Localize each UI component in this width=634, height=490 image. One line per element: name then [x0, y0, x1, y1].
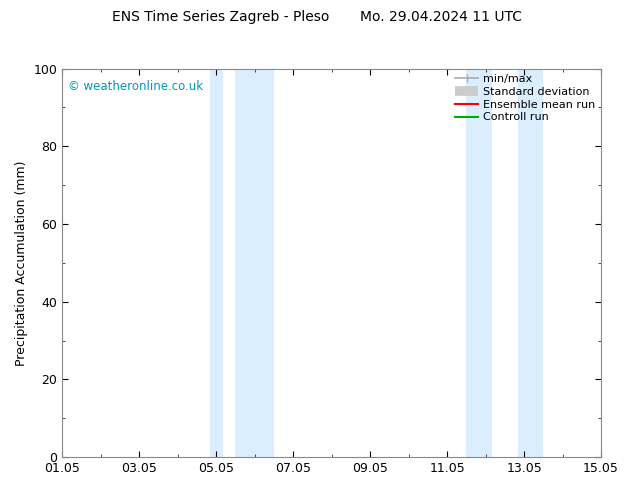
Text: © weatheronline.co.uk: © weatheronline.co.uk — [68, 80, 203, 93]
Text: ENS Time Series Zagreb - Pleso       Mo. 29.04.2024 11 UTC: ENS Time Series Zagreb - Pleso Mo. 29.04… — [112, 10, 522, 24]
Bar — [210, 69, 223, 457]
Y-axis label: Precipitation Accumulation (mm): Precipitation Accumulation (mm) — [15, 160, 28, 366]
Legend: min/max, Standard deviation, Ensemble mean run, Controll run: min/max, Standard deviation, Ensemble me… — [453, 72, 598, 125]
Bar — [235, 69, 274, 457]
Bar — [467, 69, 492, 457]
Bar — [517, 69, 543, 457]
